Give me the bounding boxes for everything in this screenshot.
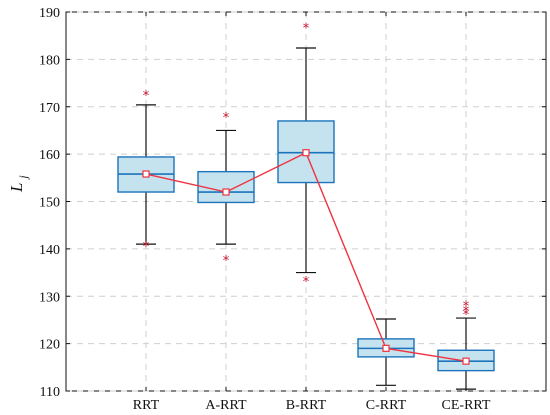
y-tick-label: 140	[39, 243, 60, 258]
x-tick-label: A-RRT	[205, 398, 247, 413]
y-tick-label: 160	[39, 148, 60, 163]
x-tick-label: RRT	[133, 398, 160, 413]
outlier-marker: *	[303, 275, 310, 290]
outlier-marker: *	[463, 308, 470, 323]
y-tick-label: 110	[40, 385, 60, 400]
interquartile-box	[197, 170, 255, 204]
outlier-marker: *	[463, 304, 470, 319]
mean-marker	[382, 344, 390, 352]
outlier-marker: *	[223, 254, 230, 269]
y-tick-label: 120	[39, 338, 60, 353]
x-tick-label: C-RRT	[366, 398, 407, 413]
y-tick-label: 170	[39, 101, 60, 116]
outlier-marker: *	[303, 22, 310, 37]
x-tick-label: CE-RRT	[442, 398, 491, 413]
x-axis-ticks: RRT A-RRT B-RRT C-RRT CE-RRT	[133, 12, 491, 413]
mean-marker	[302, 149, 310, 157]
outlier-marker: *	[143, 240, 150, 255]
y-tick-label: 180	[39, 53, 60, 68]
outlier-marker: *	[463, 299, 470, 314]
x-tick-label: B-RRT	[286, 398, 327, 413]
mean-marker	[222, 188, 230, 196]
outlier-points: *********	[143, 22, 470, 323]
y-tick-label: 150	[39, 196, 60, 211]
y-axis-ticks: 110 120 130 140 150 160 170 180 190	[39, 6, 546, 400]
y-tick-label: 130	[39, 290, 60, 305]
y-axis-label: L j	[7, 175, 30, 193]
y-axis-label-subscript: j	[16, 175, 30, 181]
y-axis-label-main: L	[7, 183, 26, 193]
mean-marker	[142, 170, 150, 178]
mean-marker	[462, 357, 470, 365]
mean-line-series	[142, 149, 470, 365]
outlier-marker: *	[223, 111, 230, 126]
box-a-rrt	[197, 129, 255, 245]
y-tick-label: 190	[39, 6, 60, 21]
outlier-marker: *	[143, 89, 150, 104]
